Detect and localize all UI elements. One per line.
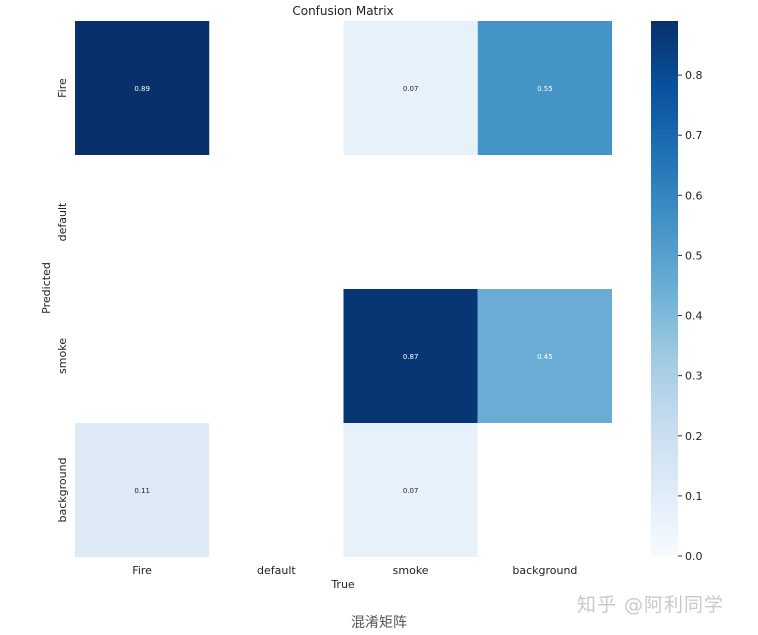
heatmap-cell <box>343 289 478 423</box>
x-axis-label: True <box>330 578 355 591</box>
y-axis-label: Predicted <box>40 262 53 314</box>
heatmap-cell <box>343 423 478 557</box>
heatmap-cell <box>343 21 478 155</box>
y-tick-label: smoke <box>56 338 69 374</box>
y-tick-label: default <box>56 202 69 241</box>
cell-value-label: 0.07 <box>403 85 419 93</box>
x-tick-label: smoke <box>393 564 429 577</box>
colorbar-tick-label: 0.4 <box>685 310 703 323</box>
heatmap-cell <box>75 21 210 155</box>
colorbar-tick-label: 0.6 <box>685 189 703 202</box>
colorbar-tick-label: 0.5 <box>685 249 703 262</box>
cell-value-label: 0.55 <box>537 85 553 93</box>
x-tick-label: default <box>257 564 296 577</box>
colorbar-tick-label: 0.2 <box>685 430 703 443</box>
colorbar-tick-label: 0.7 <box>685 129 703 142</box>
colorbar-tick-label: 0.0 <box>685 550 703 563</box>
cell-value-label: 0.45 <box>537 353 553 361</box>
heatmap-cell <box>75 423 210 557</box>
cell-value-label: 0.11 <box>134 487 150 495</box>
y-tick-label: Fire <box>56 78 69 98</box>
chart-title: Confusion Matrix <box>292 4 393 18</box>
cell-value-label: 0.07 <box>403 487 419 495</box>
figure-caption: 混淆矩阵 <box>351 615 407 631</box>
watermark: 知乎 @阿利同学 <box>577 594 725 616</box>
heatmap-cells: 0.89 0.07 0.55 0.87 0.45 0.11 0.07 <box>75 21 612 557</box>
cell-value-label: 0.87 <box>403 353 419 361</box>
colorbar-tick-label: 0.8 <box>685 69 703 82</box>
heatmap-cell <box>477 21 612 155</box>
y-tick-labels: Fire default smoke background <box>56 78 69 523</box>
x-tick-labels: Fire default smoke background <box>132 564 577 577</box>
y-tick-label: background <box>56 457 69 522</box>
colorbar <box>651 21 678 556</box>
colorbar-ticks: 0.0 0.1 0.2 0.3 0.4 0.5 0.6 0.7 0.8 <box>678 69 703 563</box>
colorbar-tick-label: 0.3 <box>685 370 703 383</box>
colorbar-tick-label: 0.1 <box>685 490 703 503</box>
heatmap-cell <box>477 289 612 423</box>
cell-value-label: 0.89 <box>134 85 150 93</box>
x-tick-label: Fire <box>132 564 152 577</box>
x-tick-label: background <box>512 564 577 577</box>
